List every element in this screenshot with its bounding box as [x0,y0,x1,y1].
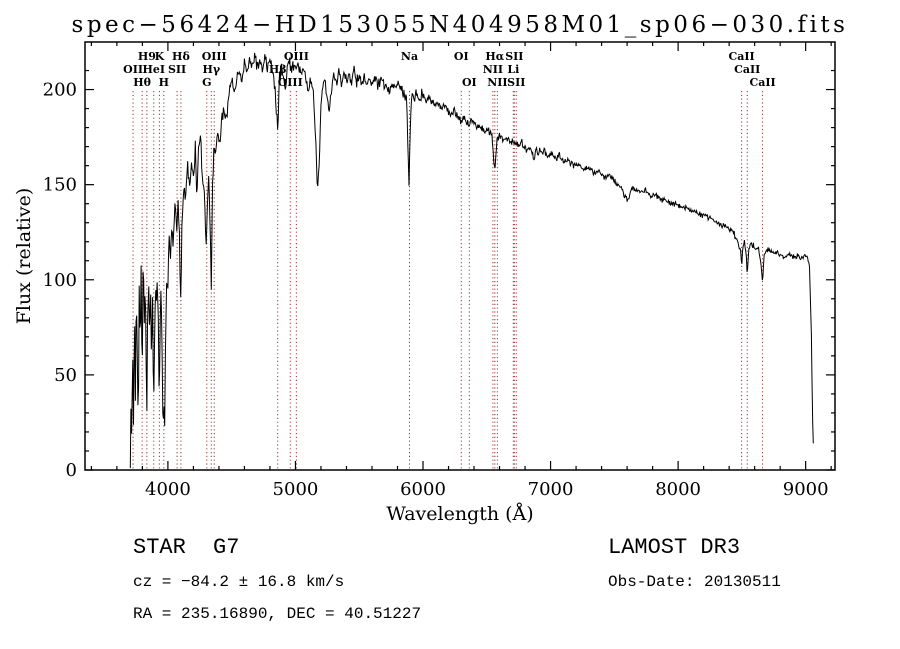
spectrum-trace [129,52,814,469]
spectral-line-label: H9 [138,50,156,63]
axis-tick-labels: 4000 5000 6000 7000 8000 9000 0 50 100 150 200 [43,80,829,500]
spectrum-series [129,52,814,469]
y-tick-label: 150 [43,175,77,196]
y-tick-label: 0 [66,460,77,481]
plot-title: spec−56424−HD153055N404958M01_sp06−030.f… [72,12,849,38]
ra-dec-value: RA = 235.16890, DEC = 40.51227 [133,605,421,623]
x-tick-label: 4000 [145,479,191,500]
y-tick-label: 100 [43,270,77,291]
spectral-line-label: Na [401,50,418,63]
spectral-line-label: OIII [202,50,227,63]
spectral-line-label: Li [507,63,519,76]
spectral-line-label: H [159,76,169,89]
y-axis-label: Flux (relative) [13,188,35,325]
spectral-line-label: OIII [278,76,303,89]
x-tick-label: 6000 [400,479,446,500]
spectral-line-label: NII [483,63,503,76]
axis-ticks [85,42,835,471]
spectral-line-label: CaII [734,63,760,76]
spectral-line-label: Hδ [172,50,190,63]
spectral-line-label: CaII [749,76,775,89]
object-type-label: STAR [133,535,186,560]
spectral-line-label: OII [123,63,143,76]
x-tick-label: 7000 [528,479,574,500]
spectral-line-label: HeI [142,63,165,76]
x-tick-label: 8000 [655,479,701,500]
footer: STAR G7 LAMOST DR3 cz = −84.2 ± 16.8 km/… [133,535,781,623]
spectral-line-label: CaII [729,50,755,63]
spectral-line-label: Hθ [133,76,151,89]
spectral-line-label: K [155,50,165,63]
spectral-line-label: NII [487,76,507,89]
spectral-line-label: OI [462,76,477,89]
survey-label: LAMOST DR3 [608,535,740,560]
x-tick-label: 9000 [783,479,829,500]
spectral-line-label: SII [507,76,525,89]
spectral-line-label: OI [454,50,469,63]
spectral-line-label: OIII [284,50,309,63]
spectral-line-label: SII [505,50,523,63]
spectral-line-label: G [202,76,211,89]
spectral-line-label: Hγ [202,63,220,76]
cz-value: cz = −84.2 ± 16.8 km/s [133,573,344,591]
plot-frame [84,41,836,471]
y-tick-label: 200 [43,80,77,101]
x-axis-label: Wavelength (Å) [386,503,533,525]
y-tick-label: 50 [54,365,77,386]
subclass-label: G7 [213,535,239,560]
spectral-line-label: SII [168,63,186,76]
obs-date-value: Obs-Date: 20130511 [608,573,781,591]
spectral-line-label: Hα [485,50,504,63]
x-tick-label: 5000 [273,479,319,500]
